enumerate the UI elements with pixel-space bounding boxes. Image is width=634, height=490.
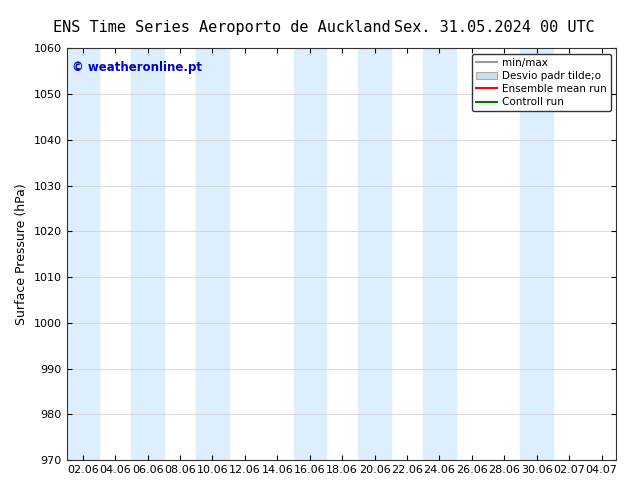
Bar	[67, 49, 99, 460]
Legend: min/max, Desvio padr tilde;o, Ensemble mean run, Controll run: min/max, Desvio padr tilde;o, Ensemble m…	[472, 53, 611, 111]
Bar	[294, 49, 326, 460]
Bar	[358, 49, 391, 460]
Bar	[197, 49, 229, 460]
Y-axis label: Surface Pressure (hPa): Surface Pressure (hPa)	[15, 183, 28, 325]
Bar	[423, 49, 456, 460]
Bar	[521, 49, 553, 460]
Text: © weatheronline.pt: © weatheronline.pt	[72, 61, 202, 74]
Bar	[131, 49, 164, 460]
Text: Sex. 31.05.2024 00 UTC: Sex. 31.05.2024 00 UTC	[394, 20, 595, 35]
Text: ENS Time Series Aeroporto de Auckland: ENS Time Series Aeroporto de Auckland	[53, 20, 391, 35]
